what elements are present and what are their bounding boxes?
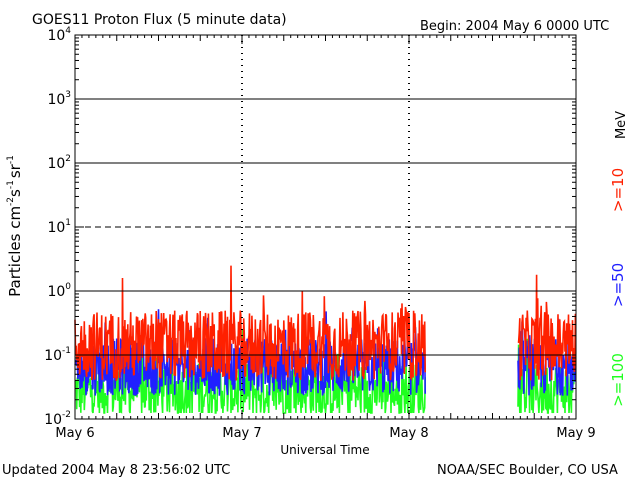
legend-ge10: >=10: [609, 168, 627, 212]
chart-title: GOES11 Proton Flux (5 minute data): [32, 12, 287, 28]
x-tick-label-3: May 9: [556, 426, 595, 441]
x-axis-label: Universal Time: [280, 443, 369, 457]
plot-area: 10-2 10-1 100 101 102 103 104 May 6 May 7 May 8 Ma…: [44, 26, 595, 441]
y-axis-label-sup2: -1: [6, 180, 16, 189]
unit-label: MeV: [614, 111, 629, 139]
x-tick-label-1: May 7: [222, 426, 261, 441]
y-axis-label-base: Particles cm: [6, 206, 24, 297]
y-tick-label-5: 103: [47, 90, 71, 108]
y-axis-label-sup1: -2: [6, 197, 16, 206]
y-tick-label-6: 104: [47, 26, 71, 44]
y-axis-label-sup3: -1: [6, 155, 16, 164]
y-tick-label-2: 100: [47, 282, 71, 300]
y-tick-label-4: 102: [47, 154, 71, 172]
legend-ge100: >=100: [609, 353, 627, 407]
y-tick-label-3: 101: [47, 218, 71, 236]
credit-text: NOAA/SEC Boulder, CO USA: [437, 463, 618, 478]
y-tick-label-0: 10-2: [44, 410, 71, 428]
x-tick-label-0: May 6: [55, 426, 94, 441]
x-tick-label-2: May 8: [389, 426, 428, 441]
y-axis-label-unit: s: [6, 189, 24, 197]
begin-date: Begin: 2004 May 6 0000 UTC: [420, 19, 609, 34]
legend-ge50: >=50: [609, 263, 627, 307]
y-axis-label-unit2: sr: [6, 163, 24, 178]
updated-timestamp: Updated 2004 May 8 23:56:02 UTC: [2, 463, 230, 478]
y-axis-label: Particles cm-2s-1sr-1: [6, 155, 24, 297]
series-line-0: [74, 265, 577, 381]
y-tick-label-1: 10-1: [44, 346, 71, 364]
